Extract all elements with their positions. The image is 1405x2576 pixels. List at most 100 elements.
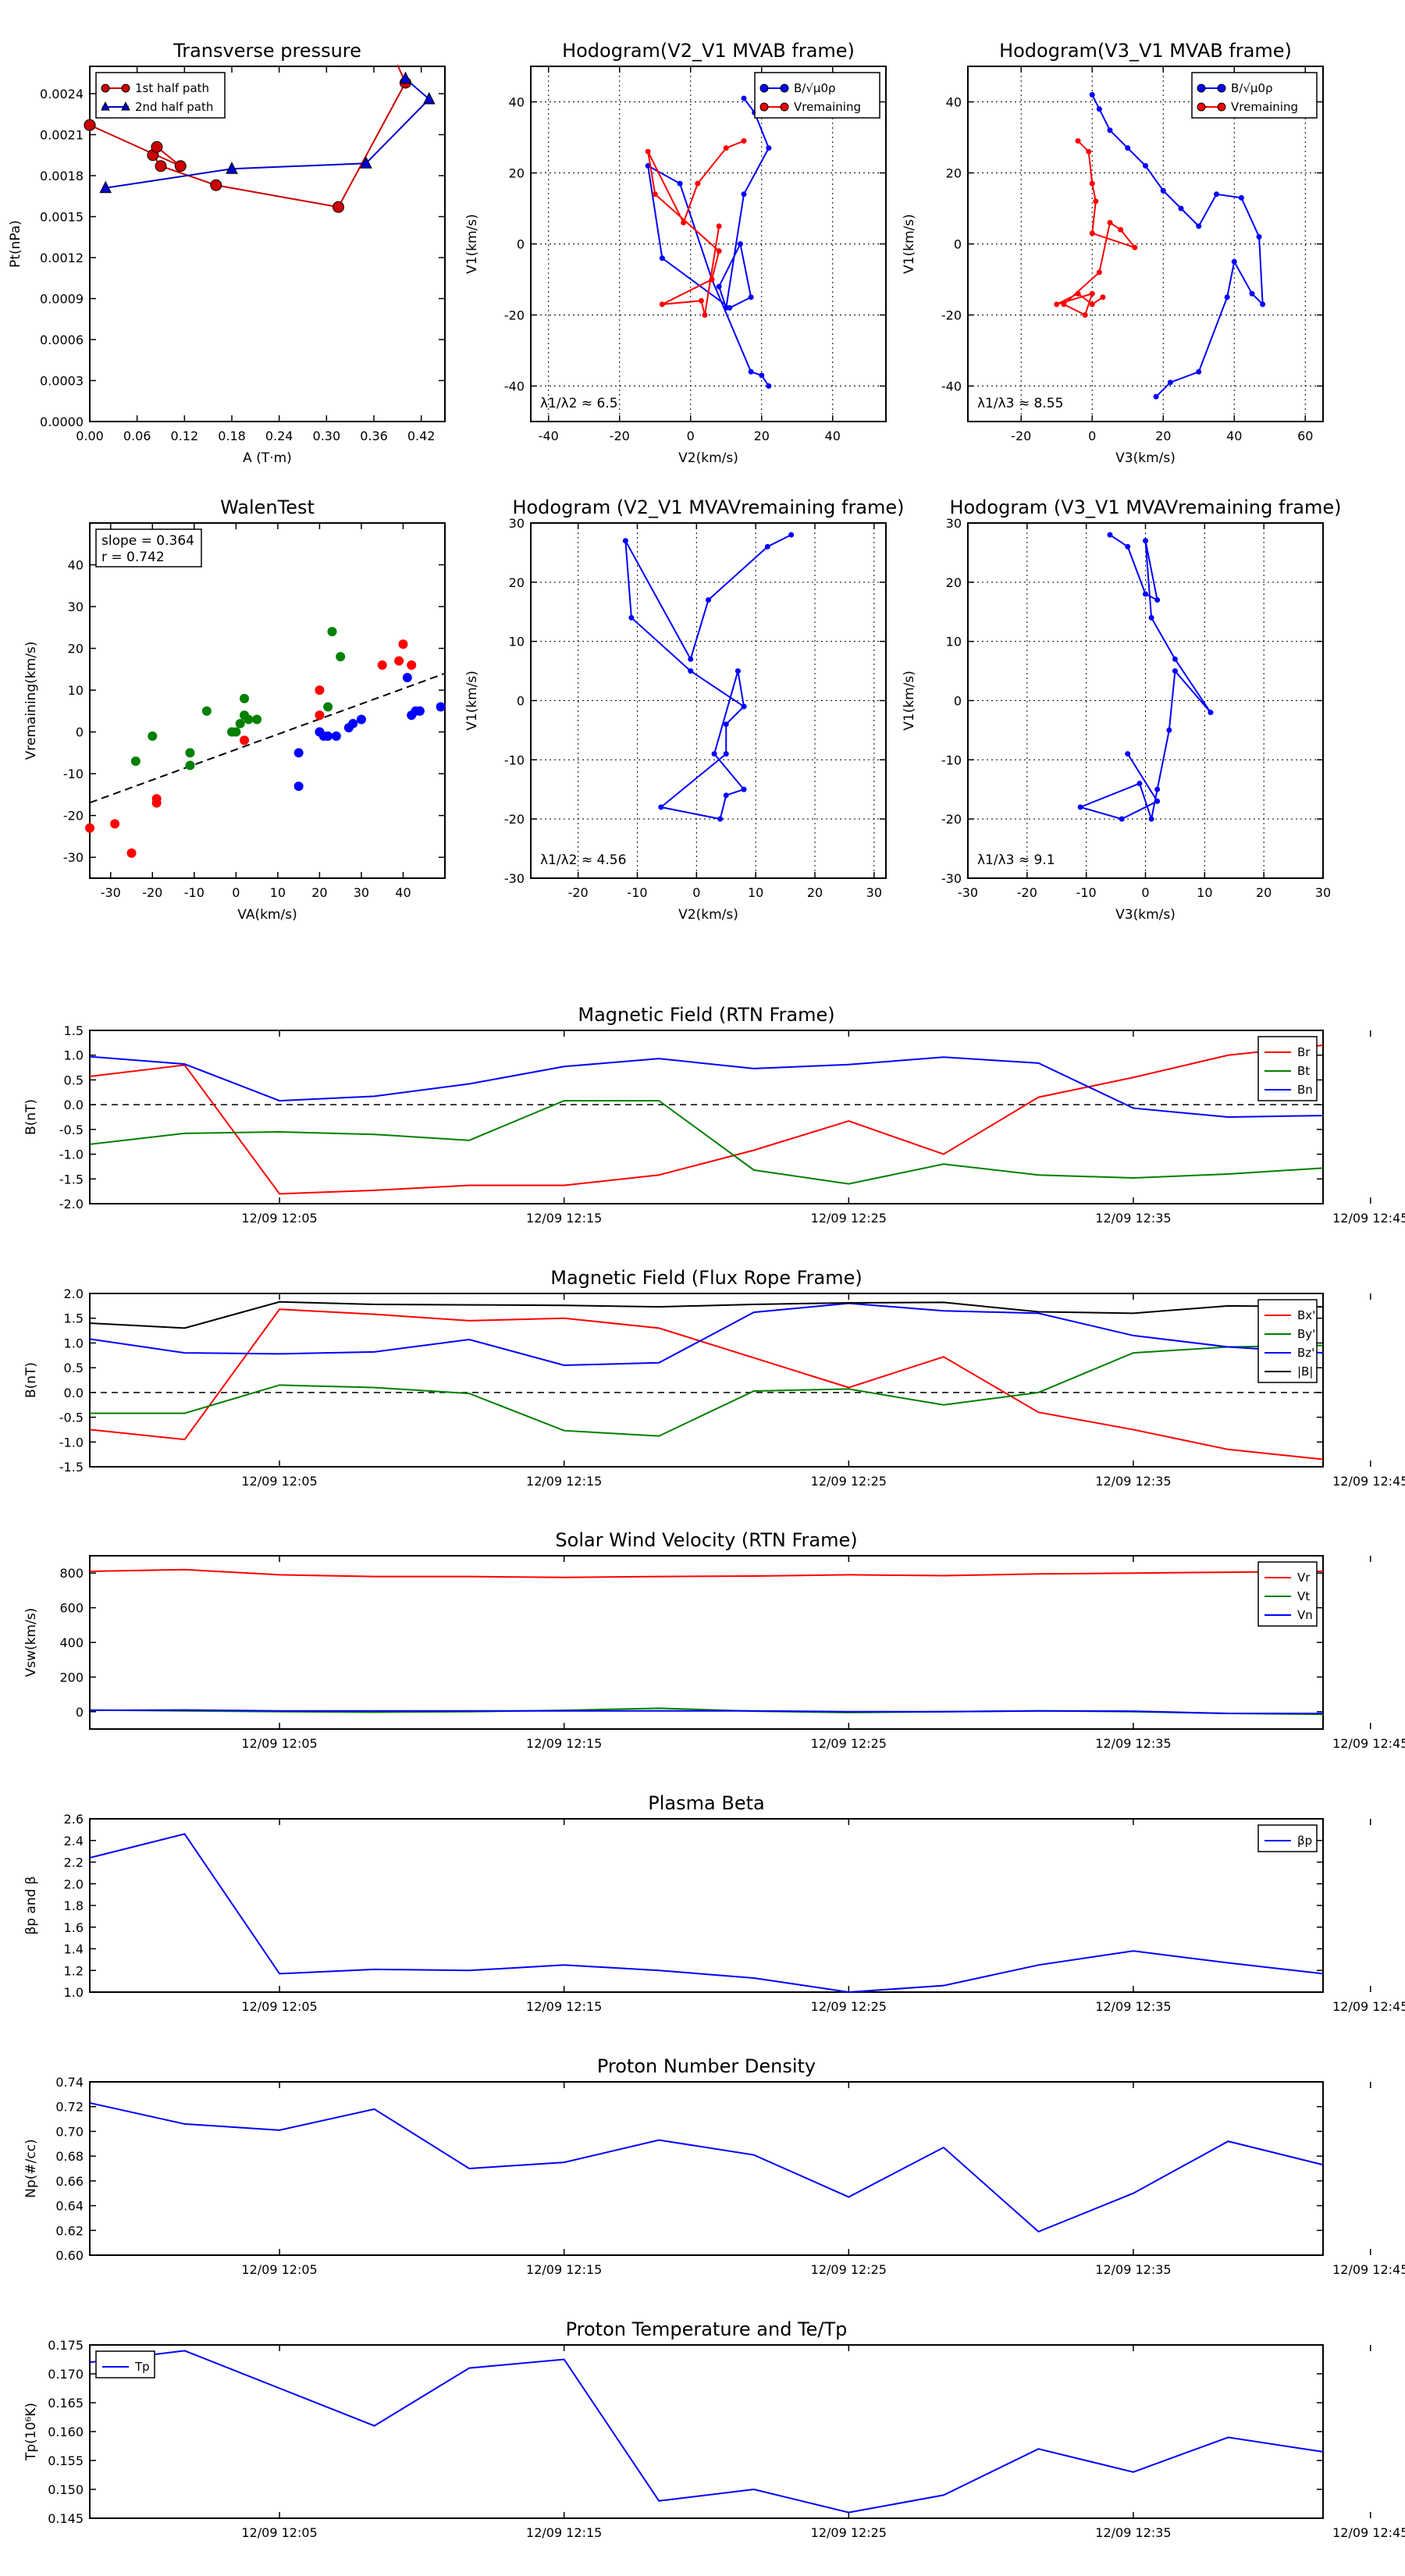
series-line bbox=[624, 534, 792, 820]
data-point bbox=[780, 102, 789, 112]
data-point bbox=[1075, 138, 1081, 144]
data-point bbox=[741, 191, 747, 197]
data-point bbox=[628, 614, 635, 621]
data-point bbox=[688, 656, 694, 662]
data-point bbox=[315, 710, 325, 720]
legend-label: Tp bbox=[134, 2360, 150, 2374]
data-point bbox=[1143, 538, 1148, 544]
y-tick-label: 0.0 bbox=[64, 1098, 84, 1112]
y-tick-label: 2.2 bbox=[64, 1856, 84, 1870]
legend-box bbox=[1191, 72, 1318, 119]
y-tick-label: 600 bbox=[59, 1601, 84, 1616]
x-tick-label: 12/09 12:45 bbox=[1332, 1474, 1405, 1489]
data-point bbox=[231, 727, 241, 737]
data-point bbox=[244, 714, 254, 724]
y-axis-label: B(nT) bbox=[23, 1362, 39, 1398]
y-tick-label: 1.5 bbox=[64, 1311, 84, 1326]
plot-frame bbox=[89, 1555, 1324, 1730]
data-point bbox=[1166, 727, 1172, 733]
x-tick-label: -10 bbox=[627, 885, 647, 900]
data-point bbox=[348, 718, 358, 728]
data-point bbox=[1089, 180, 1095, 187]
chart-ts5: 12/09 12:05 12/09 12:15 12/09 12:25 12/09 1… bbox=[23, 2055, 1405, 2277]
series-line bbox=[646, 98, 770, 387]
x-tick-label: 12/09 12:15 bbox=[526, 2262, 602, 2277]
data-point bbox=[1143, 162, 1148, 169]
y-tick-label: 0 bbox=[517, 694, 525, 709]
data-point bbox=[201, 706, 212, 716]
legend-box bbox=[95, 2350, 155, 2379]
data-point bbox=[1178, 205, 1184, 212]
x-tick-label: 0.24 bbox=[265, 429, 293, 443]
y-tick-label: 30 bbox=[946, 516, 962, 531]
data-point bbox=[126, 848, 137, 858]
y-tick-label: -20 bbox=[504, 308, 525, 323]
data-point bbox=[1224, 294, 1230, 301]
x-tick-label: 0.00 bbox=[76, 429, 104, 443]
annotation: λ1/λ2 ≈ 6.5 bbox=[540, 396, 618, 411]
annotation: λ1/λ2 ≈ 4.56 bbox=[540, 852, 626, 868]
data-point bbox=[652, 191, 658, 197]
y-tick-label: -30 bbox=[941, 871, 962, 886]
x-tick-label: 30 bbox=[1315, 885, 1331, 900]
data-point bbox=[436, 702, 446, 712]
data-point bbox=[723, 792, 729, 799]
data-point bbox=[1100, 294, 1106, 301]
data-point bbox=[327, 627, 337, 637]
x-tick-label: 20 bbox=[1155, 429, 1171, 443]
y-tick-label: 1.0 bbox=[64, 1336, 84, 1350]
y-tick-label: -30 bbox=[504, 871, 525, 886]
data-point bbox=[735, 668, 741, 674]
x-tick-label: -20 bbox=[1017, 885, 1037, 900]
legend-label: Vn bbox=[1297, 1608, 1313, 1622]
data-point bbox=[723, 751, 729, 757]
y-tick-label: 2.4 bbox=[64, 1834, 84, 1848]
data-point bbox=[716, 248, 722, 254]
data-point bbox=[174, 160, 187, 173]
chart-ts3: 12/09 12:05 12/09 12:15 12/09 12:25 12/09 1… bbox=[23, 1529, 1405, 1751]
x-tick-label: 10 bbox=[1197, 885, 1212, 900]
x-tick-label: 12/09 12:35 bbox=[1095, 1211, 1171, 1226]
y-tick-label: -30 bbox=[63, 850, 84, 865]
x-tick-label: 12/09 12:05 bbox=[241, 1474, 317, 1489]
legend-label: Bn bbox=[1297, 1083, 1313, 1097]
x-tick-label: 12/09 12:35 bbox=[1095, 2525, 1171, 2540]
data-point bbox=[414, 706, 425, 716]
y-tick-label: -40 bbox=[941, 379, 962, 394]
data-point bbox=[709, 276, 715, 283]
y-tick-label: 0 bbox=[954, 237, 962, 252]
y-tick-label: 0 bbox=[517, 237, 525, 252]
x-tick-label: 12/09 12:15 bbox=[526, 2525, 602, 2540]
chart-title: Hodogram(V2_V1 MVAB frame) bbox=[562, 40, 855, 62]
y-tick-label: -1.0 bbox=[59, 1435, 84, 1450]
y-tick-label: -40 bbox=[504, 379, 525, 394]
data-point bbox=[759, 84, 769, 93]
data-point bbox=[1089, 91, 1095, 98]
data-point bbox=[1197, 84, 1206, 93]
data-point bbox=[84, 119, 96, 131]
chart-title: Proton Temperature and Te/Tp bbox=[566, 2318, 848, 2340]
data-point bbox=[688, 668, 694, 674]
data-point bbox=[1119, 816, 1125, 822]
y-tick-label: 2.6 bbox=[64, 1812, 84, 1827]
x-tick-label: 12/09 12:25 bbox=[811, 1999, 887, 2014]
data-point bbox=[185, 748, 195, 758]
data-point bbox=[1089, 301, 1095, 308]
x-tick-label: 20 bbox=[754, 429, 770, 443]
y-tick-label: -0.5 bbox=[59, 1411, 84, 1425]
data-point bbox=[645, 148, 651, 155]
series-line bbox=[89, 1055, 1324, 1119]
data-point bbox=[155, 160, 167, 173]
data-point bbox=[130, 756, 140, 767]
y-axis-label: B(nT) bbox=[23, 1099, 39, 1135]
data-point bbox=[1148, 816, 1154, 822]
y-tick-label: 1.4 bbox=[64, 1942, 84, 1957]
x-axis-label: V3(km/s) bbox=[1115, 450, 1176, 466]
data-point bbox=[677, 180, 683, 187]
data-point bbox=[1160, 187, 1166, 194]
y-tick-label: 1.5 bbox=[64, 1023, 84, 1038]
data-point bbox=[1196, 368, 1202, 375]
y-tick-label: 2.0 bbox=[64, 1877, 84, 1891]
data-point bbox=[698, 297, 704, 304]
x-tick-label: -30 bbox=[958, 885, 978, 900]
